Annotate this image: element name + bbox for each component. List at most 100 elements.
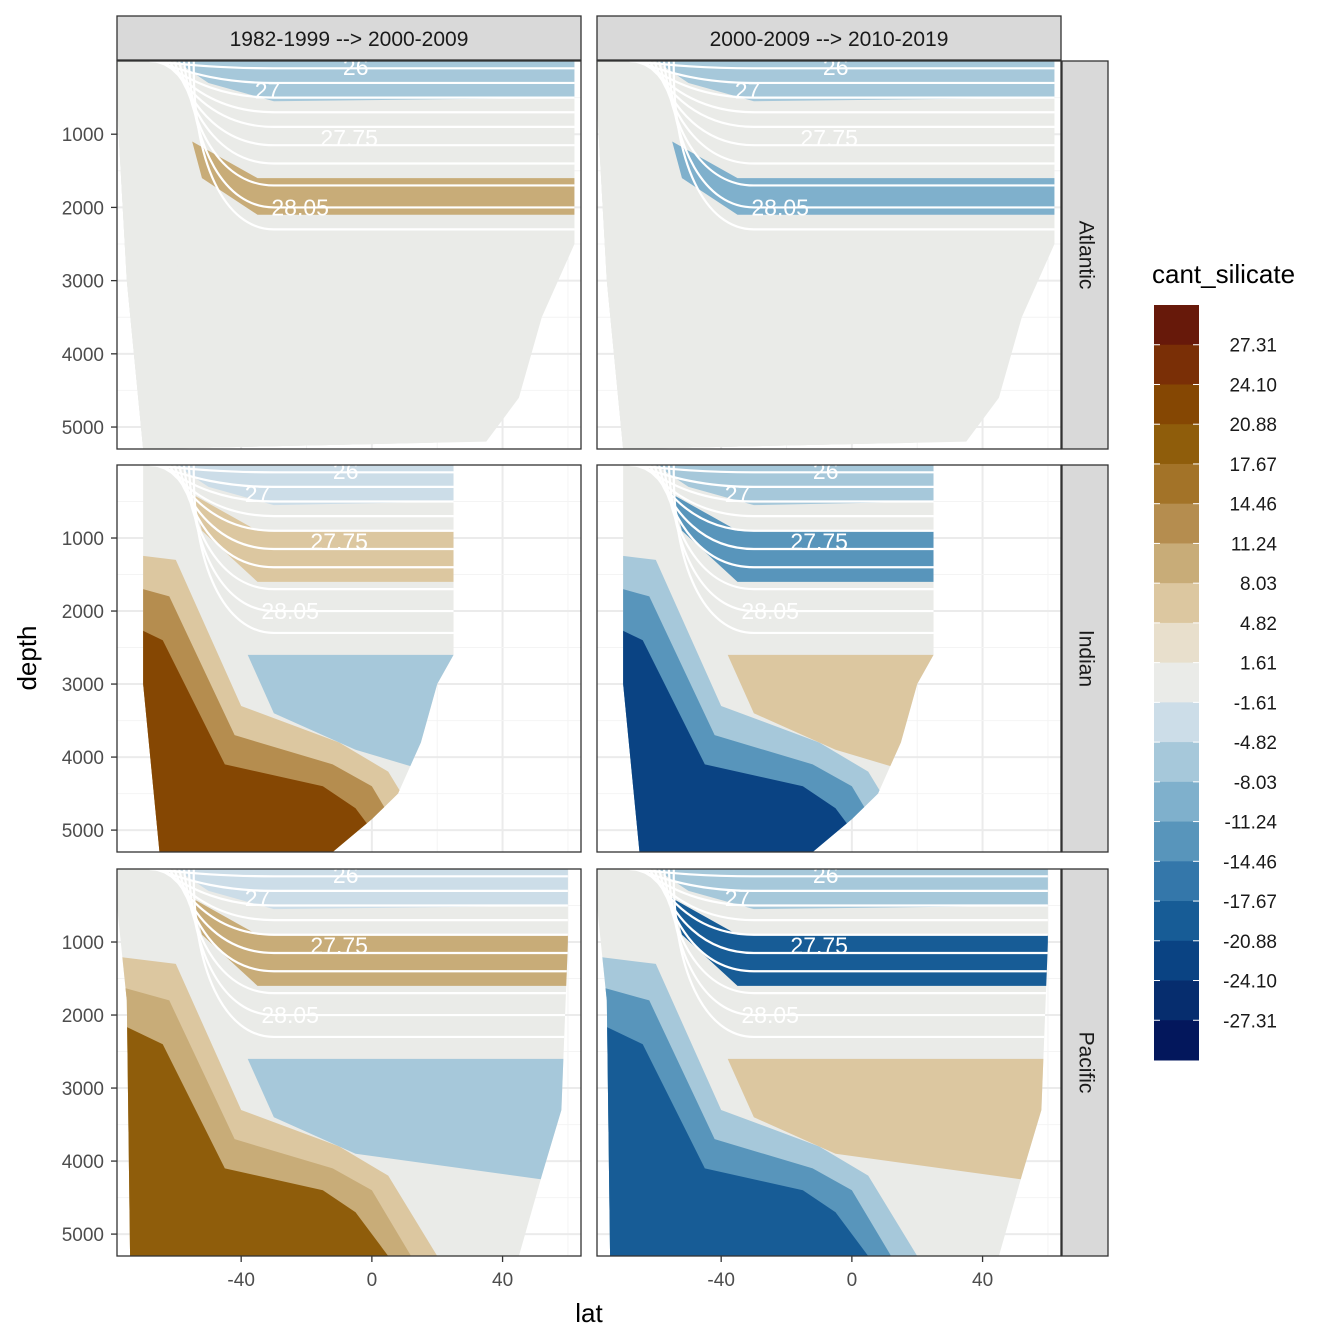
legend-label: -20.88 [1223, 932, 1277, 953]
legend-swatch [1154, 821, 1199, 862]
isopycnal-line [662, 61, 1055, 187]
deep-water-core [597, 1022, 869, 1256]
isopycnal-line [168, 465, 454, 532]
isopycnal-line [648, 61, 1055, 128]
legend-swatch [1154, 781, 1199, 823]
contour-label: 27.75 [310, 933, 368, 959]
legend-swatch [1154, 901, 1199, 942]
row-strip [1061, 464, 1109, 853]
contour-label: 28.05 [751, 194, 809, 220]
panel-border [116, 60, 582, 450]
x-axis-title: lat [575, 1298, 603, 1328]
legend-swatch [1154, 1020, 1199, 1061]
contour-field [117, 465, 454, 852]
surface-layer [175, 465, 454, 506]
legend-swatch [1154, 463, 1199, 505]
x-tick-label: -40 [227, 1270, 254, 1291]
legend-label: -11.24 [1225, 813, 1278, 834]
column-strip [116, 15, 582, 61]
y-tick-label: 2000 [62, 602, 104, 623]
deep-water-core [597, 618, 869, 852]
isopycnal-line [658, 869, 1048, 973]
y-tick-label: 2000 [62, 198, 104, 219]
row-strip [1061, 60, 1109, 450]
legend-swatch [1154, 583, 1199, 624]
isopycnal-line [653, 869, 1048, 955]
legend-swatch [1154, 861, 1199, 902]
mid-depth-water [247, 654, 454, 779]
x-tick-label: 40 [492, 1270, 513, 1291]
isopycnal-line [182, 61, 575, 187]
facet-strips: 1982-1999 --> 2000-2009 2000-2009 --> 201… [116, 15, 1109, 1257]
column-strip-label: 1982-1999 --> 2000-2009 [230, 28, 469, 51]
contour-label: 27.75 [310, 529, 368, 555]
surface-layer [175, 61, 575, 102]
contour-label: 26 [813, 862, 839, 888]
intermediate-band [672, 898, 1048, 986]
contour-field [597, 869, 1048, 1256]
y-tick-label: 1000 [62, 933, 104, 954]
y-tick-label: 4000 [62, 345, 104, 366]
intermediate-band [192, 141, 575, 215]
row-strip-label: Indian [1074, 630, 1097, 687]
panel-border [596, 60, 1062, 450]
y-tick-label: 2000 [62, 1006, 104, 1027]
y-tick-label: 5000 [62, 418, 104, 439]
legend-swatch [1154, 543, 1199, 584]
row-strip-label: Atlantic [1074, 221, 1097, 290]
x-tick-label: 0 [847, 1270, 858, 1291]
legend-label: 4.82 [1240, 614, 1277, 635]
isopycnal-line [173, 465, 454, 551]
isopycnal-line [653, 465, 934, 551]
contour-label: 27 [245, 885, 271, 911]
contour-label: 28.05 [261, 1002, 319, 1028]
contour-label: 28.05 [741, 1002, 799, 1028]
isopycnal-line [187, 61, 575, 209]
legend-label: -27.31 [1223, 1011, 1277, 1032]
legend-label: 1.61 [1240, 654, 1277, 675]
contour-label: 28.05 [741, 598, 799, 624]
legend-label: -4.82 [1234, 733, 1277, 754]
legend-swatch [1154, 980, 1199, 1021]
legend-swatch [1154, 384, 1199, 425]
isopycnal-line [653, 61, 1055, 147]
legend-swatch [1154, 662, 1199, 703]
y-tick-label: 4000 [62, 1152, 104, 1173]
panel-border [596, 868, 1062, 1257]
intermediate-band [192, 898, 568, 986]
isopycnal-line [662, 465, 934, 591]
legend-label: -8.03 [1234, 773, 1277, 794]
panel-border [116, 464, 582, 853]
row-strip-label: Pacific [1074, 1032, 1097, 1094]
legend-label: -17.67 [1223, 892, 1277, 913]
isopycnal-line [178, 465, 454, 569]
isopycnal-line [648, 869, 1048, 936]
isopycnal-line [173, 869, 568, 955]
y-tick-label: 3000 [62, 675, 104, 696]
contour-label: 26 [333, 458, 359, 484]
legend-label: 8.03 [1240, 574, 1277, 595]
y-tick-label: 3000 [62, 1079, 104, 1100]
intermediate-band [672, 494, 934, 582]
legend-swatch [1154, 622, 1199, 664]
isopycnal-line [662, 869, 1048, 995]
isopycnals [149, 869, 568, 1039]
isopycnal-line [192, 465, 454, 635]
contour-label: 28.05 [261, 598, 319, 624]
legend-label: 14.46 [1229, 495, 1277, 516]
legend-label: 24.10 [1229, 375, 1277, 396]
column-strip-label: 2000-2009 --> 2010-2019 [710, 28, 949, 51]
legend-label: -24.10 [1223, 972, 1277, 993]
isopycnal-line [187, 869, 568, 1017]
contour-label: 28.05 [271, 194, 329, 220]
row-strip [1061, 868, 1109, 1257]
isopycnals [629, 465, 934, 635]
axes: 1000200030004000500010002000300040005000… [12, 125, 993, 1328]
intermediate-band [672, 141, 1055, 215]
legend-swatch [1154, 702, 1199, 743]
y-tick-label: 1000 [62, 529, 104, 550]
deep-water-core [117, 1022, 389, 1256]
surface-layer [175, 869, 568, 910]
isopycnal-line [178, 61, 575, 165]
